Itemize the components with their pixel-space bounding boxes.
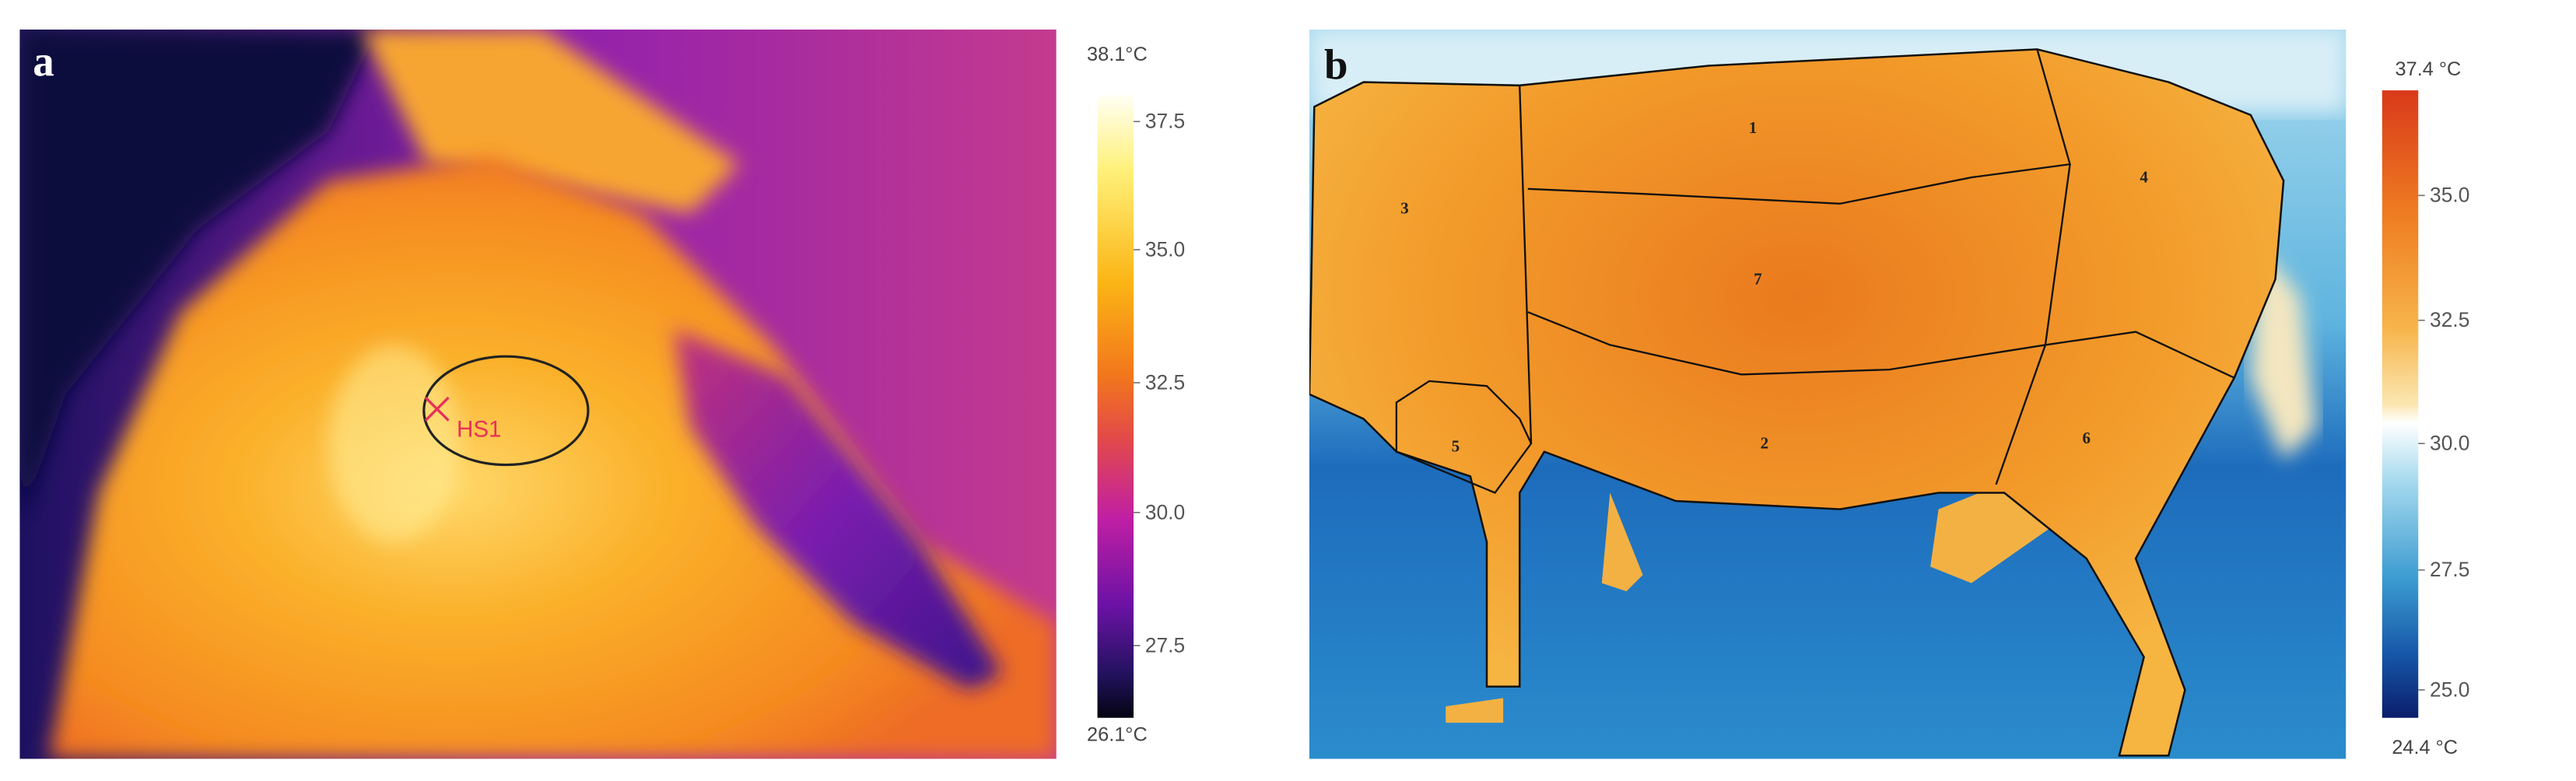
thermal-image-b: b 1 3 4 7 5 2 6 [1309,30,2346,759]
tick-label: 37.5 [1145,110,1185,133]
region-label: 1 [1749,118,1758,137]
region-label: 2 [1761,433,1769,452]
dark-region [19,30,378,526]
tick-label: 27.5 [1145,633,1185,657]
tick-label: 30.0 [1145,500,1185,524]
region-label: 5 [1452,437,1460,456]
tick-label: 25.0 [2430,678,2469,701]
marker [424,396,450,422]
tick-label: 35.0 [1145,237,1185,261]
hind-legs [1446,476,2054,723]
colorbar-ticks: 37.5 35.0 32.5 30.0 27.5 [1134,110,1185,657]
colorbar-min: 24.4 °C [2392,737,2458,758]
colorbar-ticks: 35.0 32.5 30.0 27.5 25.0 [2418,184,2469,701]
region-label: 7 [1754,269,1762,288]
cow-body [1309,48,2285,757]
colorbar-min: 26.1°C [1087,723,1148,745]
region-label: 4 [2140,167,2148,186]
colorbar-max: 37.4 °C [2396,58,2462,80]
eye-ellipse [422,355,590,467]
tick-label: 27.5 [2430,558,2469,581]
tick-label: 32.5 [1145,370,1185,394]
colorbar [1097,95,1134,718]
annotation: HS1 [457,417,501,443]
thermal-image-a: HS1 a [19,30,1057,759]
horn [673,328,1003,690]
region-labels: 1 3 4 7 5 2 6 [1400,118,2148,456]
panel-label: a [33,37,54,85]
region-outlines [1395,49,2235,494]
tick-label: 30.0 [2430,432,2469,455]
tick-label: 32.5 [2430,308,2469,331]
figure-content: HS1 a 38.1°C 26.1°C 37.5 35.0 32.5 30.0 27.5… [19,30,2469,759]
region-label: 3 [1400,199,1409,218]
head [49,156,1057,759]
panel-label: b [1324,40,1348,88]
tick-label: 35.0 [2430,184,2469,207]
colorbar-max: 38.1°C [1087,44,1148,65]
colorbar [2381,90,2419,718]
region-label: 6 [2082,429,2091,447]
